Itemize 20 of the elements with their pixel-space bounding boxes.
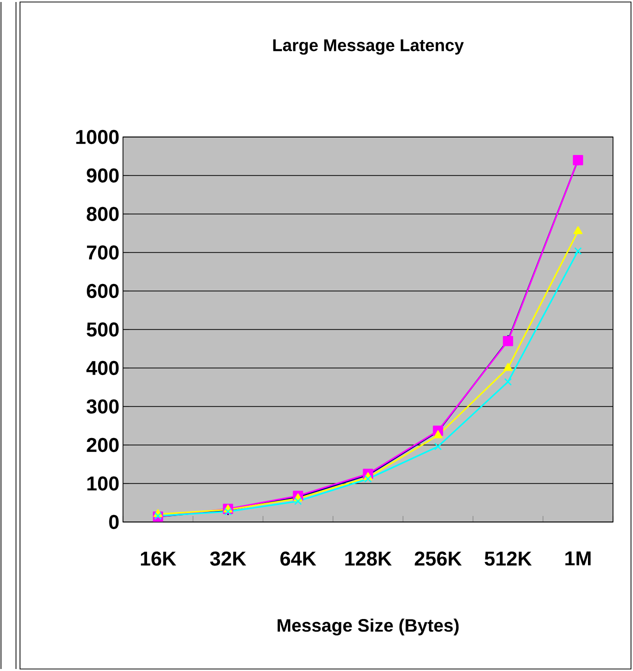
- y-tick-label: 700: [86, 245, 119, 260]
- y-tick-label: 800: [86, 206, 119, 222]
- y-tick-label: 300: [86, 399, 119, 414]
- chart-title: Large Message Latency: [273, 39, 464, 55]
- y-tick-label: 0: [109, 514, 119, 530]
- x-tick-label: 1M: [565, 552, 591, 566]
- y-tick-label: 500: [86, 322, 119, 337]
- x-axis-title: Message Size (Bytes): [278, 618, 459, 636]
- x-tick-label: 16K: [140, 552, 176, 566]
- y-tick-label: 200: [86, 438, 119, 452]
- y-tick-label: 100: [87, 476, 119, 491]
- x-tick-label: 32K: [210, 552, 246, 566]
- x-tick-label: 64K: [280, 552, 316, 566]
- y-tick-label: 900: [86, 168, 119, 183]
- x-tick-label: 256K: [414, 552, 462, 566]
- y-tick-label: 400: [86, 360, 119, 376]
- y-tick-label: 1000: [76, 130, 119, 144]
- x-tick-label: 128K: [345, 552, 392, 566]
- x-tick-label: 512K: [484, 552, 532, 566]
- y-tick-label: 600: [86, 284, 119, 298]
